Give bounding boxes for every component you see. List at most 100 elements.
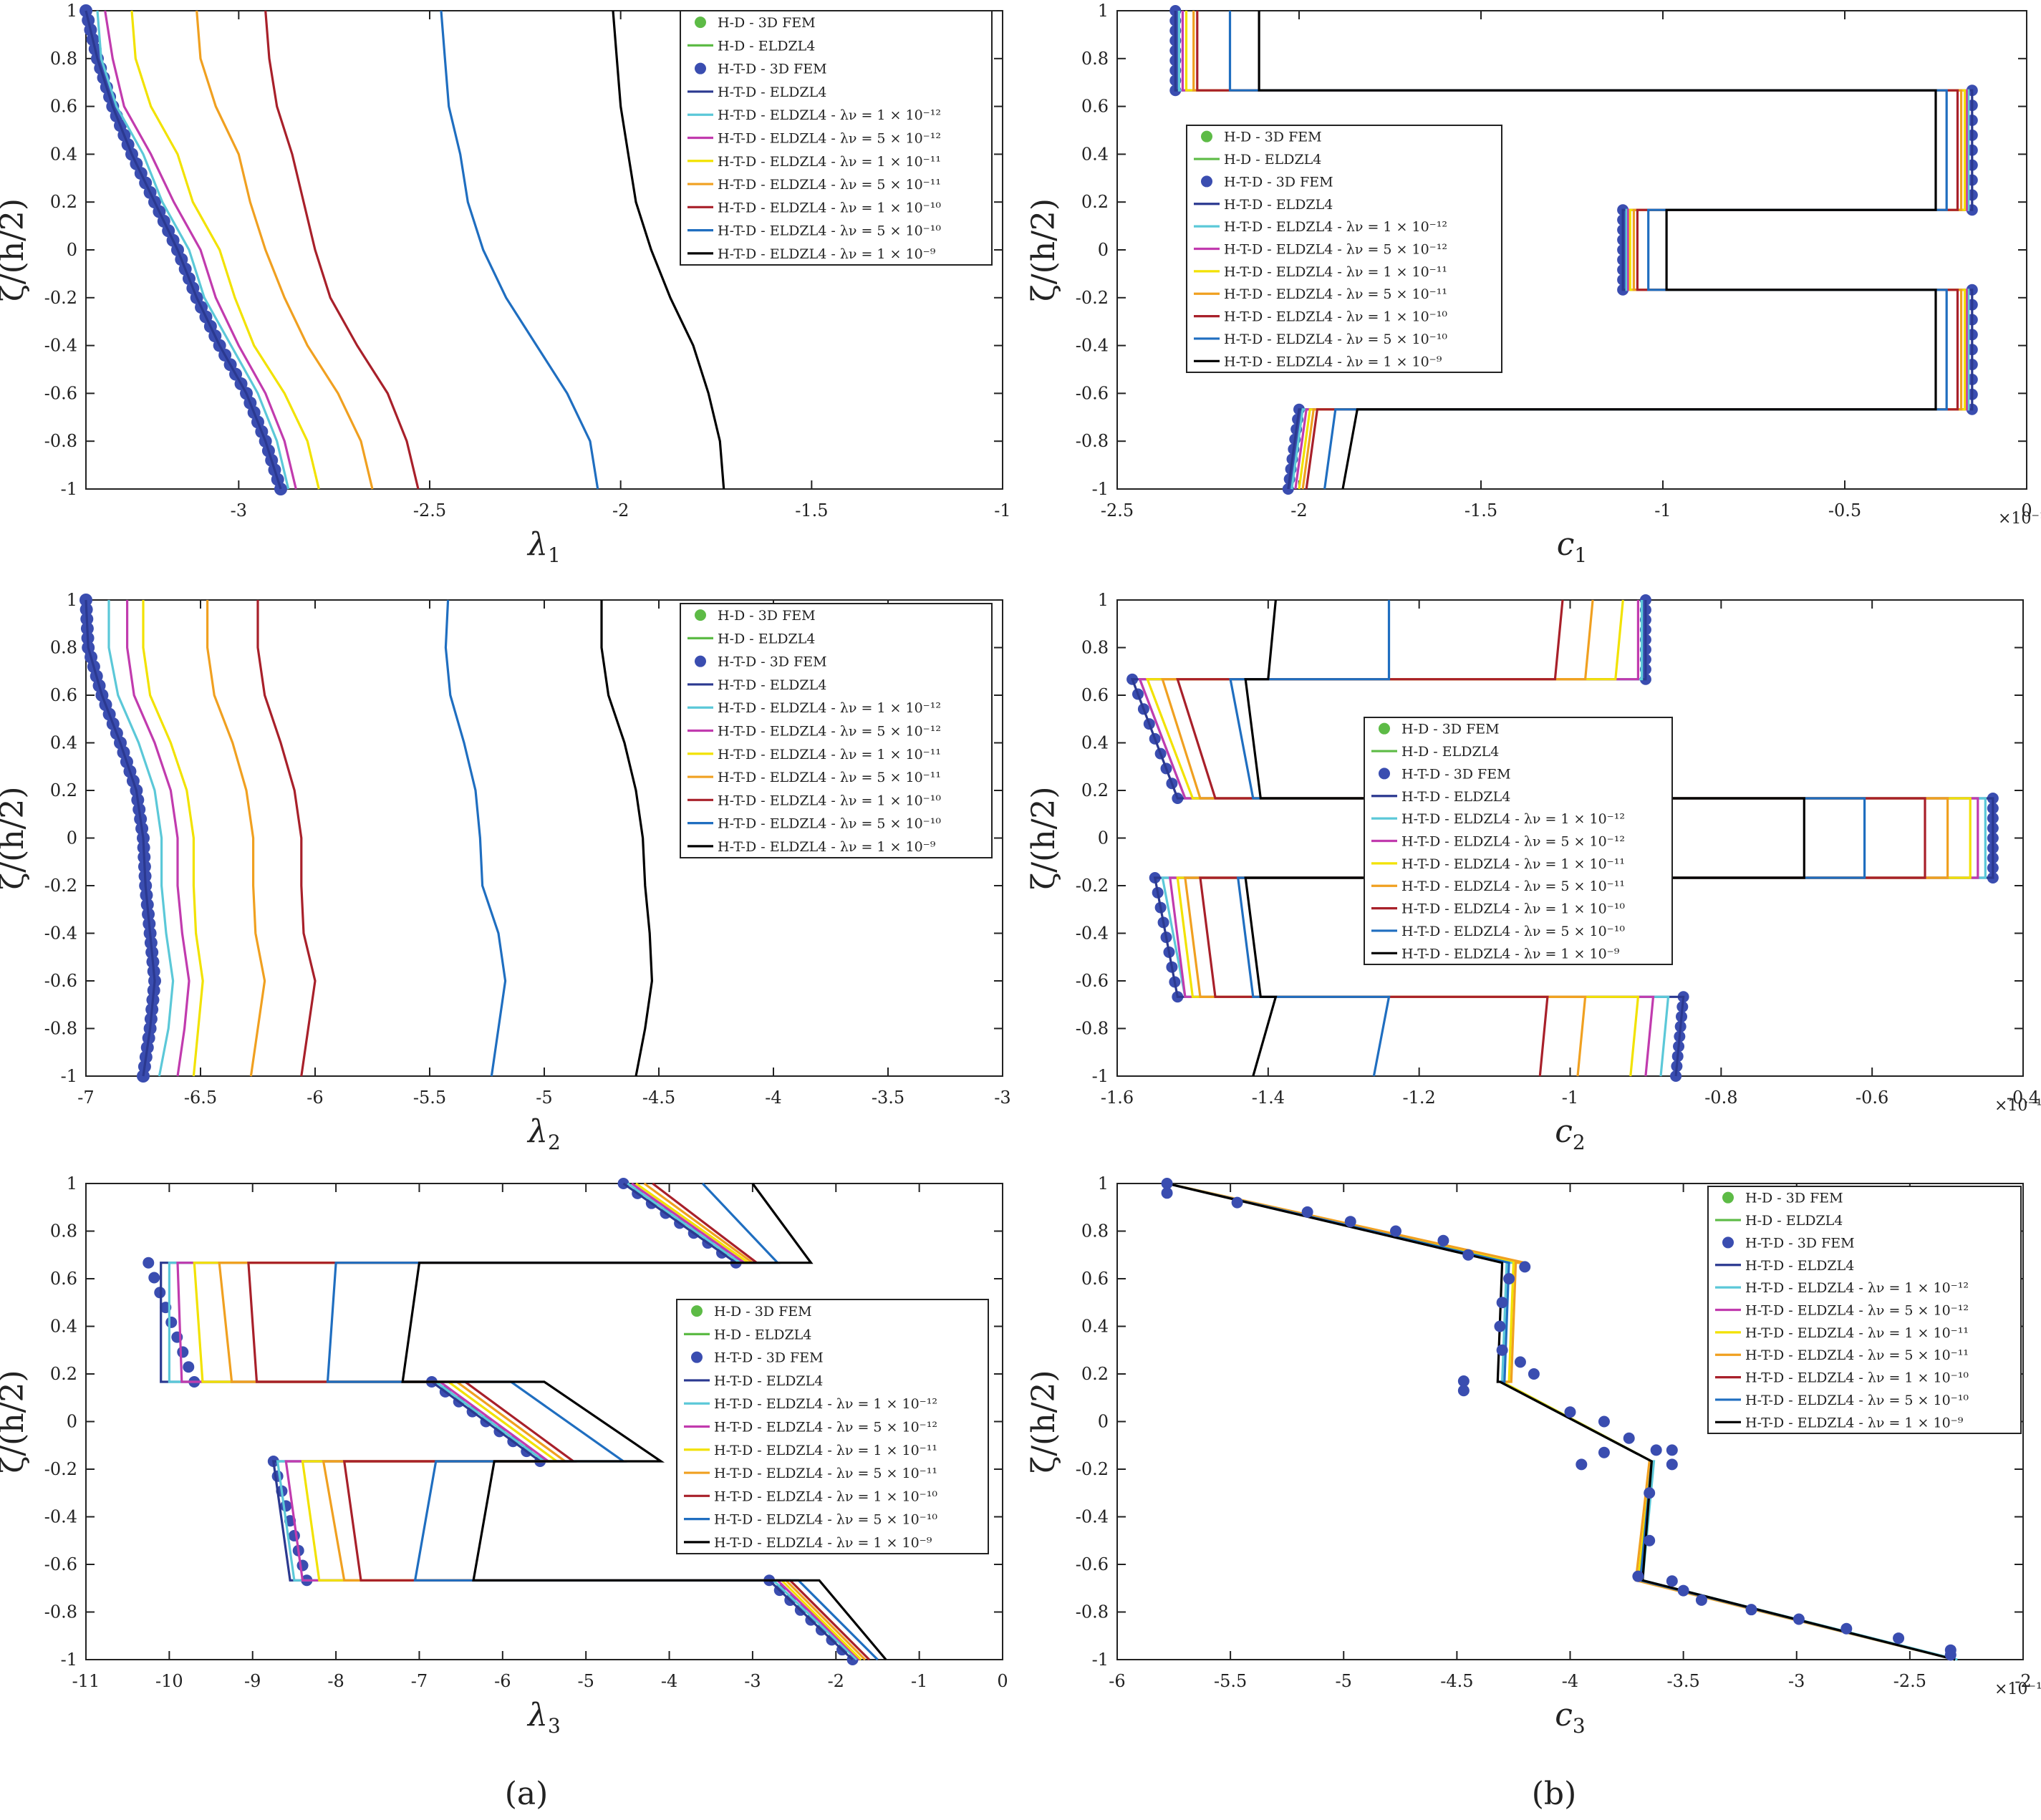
series-line [196, 10, 374, 490]
x-axis-label-subscript: 1 [548, 543, 561, 567]
x-tick-label: -2.5 [413, 500, 446, 521]
y-tick-label: 0.4 [50, 733, 77, 753]
y-tick-label: 0 [67, 240, 77, 260]
y-tick-label: 0.8 [1081, 638, 1109, 658]
chart-c2: -1.6 -1.4 -1.2 -1 -0.8 -0.6 -0.4 -1 -0.8 -0.6 -0.4… [1026, 590, 2041, 1154]
legend-label: H-T-D - ELDZL4 - λν = 1 × 10⁻¹¹ [1745, 1325, 1969, 1341]
y-axis-label: ζ/(h/2) [0, 1370, 31, 1473]
y-tick-label: 0.4 [50, 1317, 77, 1337]
fem-marker [1670, 1070, 1682, 1082]
legend-marker [1201, 130, 1212, 142]
x-tick-label: -2.5 [1101, 500, 1134, 521]
fem-marker [1792, 1613, 1805, 1625]
legend-marker [695, 16, 706, 29]
fem-marker [1745, 1604, 1757, 1616]
series-line [264, 10, 420, 490]
x-tick-label: -1.5 [1465, 500, 1497, 521]
x-tick-label: -4 [1562, 1671, 1578, 1691]
legend-label: H-T-D - ELDZL4 - λν = 1 × 10⁻¹¹ [714, 1443, 937, 1458]
y-tick-label: 0.6 [50, 97, 77, 117]
legend-label: H-T-D - 3D FEM [1224, 174, 1333, 190]
y-tick-label: -1 [1092, 1650, 1109, 1670]
legend-marker [695, 609, 706, 621]
legend-label: H-T-D - 3D FEM [1401, 766, 1511, 782]
y-tick-label: 1 [1098, 1, 1109, 21]
y-tick-label: 0.8 [1081, 49, 1109, 69]
fem-marker [1840, 1622, 1853, 1635]
legend-box [676, 1299, 989, 1554]
y-tick-label: -0.8 [44, 1019, 77, 1039]
x-tick-label: -10 [155, 1671, 183, 1691]
y-tick-label: -0.8 [1076, 1019, 1109, 1039]
legend-label: H-T-D - ELDZL4 - λν = 1 × 10⁻¹¹ [718, 747, 941, 763]
y-tick-label: 0.2 [1081, 192, 1109, 212]
x-axis-label: c2 [1555, 1113, 1585, 1154]
legend-label: H-T-D - ELDZL4 - λν = 1 × 10⁻¹² [714, 1396, 937, 1412]
x-tick-label: -6 [307, 1088, 323, 1108]
fem-marker [1528, 1368, 1540, 1380]
y-tick-label: 0.6 [1081, 1269, 1109, 1289]
y-tick-label: -0.2 [44, 1459, 77, 1479]
series-line [1258, 11, 1937, 490]
x-tick-label: -0.8 [1704, 1088, 1737, 1108]
legend-marker [691, 1351, 703, 1363]
legend-label: H-T-D - 3D FEM [718, 654, 827, 670]
x-tick-label: -3 [994, 1088, 1010, 1108]
legend-label: H-T-D - ELDZL4 - λν = 5 × 10⁻¹⁰ [718, 223, 941, 239]
legend-label: H-T-D - ELDZL4 - λν = 5 × 10⁻¹⁰ [1745, 1393, 1969, 1408]
legend-marker [1379, 722, 1390, 735]
legend-label: H-T-D - ELDZL4 [1745, 1258, 1854, 1274]
y-tick-label: 0.6 [1081, 97, 1109, 117]
x-axis-label-subscript: 3 [548, 1714, 561, 1738]
y-tick-label: 0.6 [50, 1269, 77, 1289]
y-tick-label: 1 [67, 1173, 77, 1194]
chart-c3: -6 -5.5 -5 -4.5 -4 -3.5 -3 -2.5 -2 -1 -0.8 -0.6 -0.4… [1026, 1173, 2041, 1738]
x-axis-label: c3 [1555, 1697, 1585, 1738]
fem-marker [1564, 1406, 1576, 1418]
legend-label: H-D - 3D FEM [1745, 1191, 1843, 1206]
fem-marker [1496, 1344, 1508, 1356]
legend-label: H-D - 3D FEM [718, 608, 816, 624]
legend-label: H-T-D - ELDZL4 - λν = 5 × 10⁻¹¹ [1224, 286, 1447, 302]
legend-label: H-T-D - ELDZL4 - λν = 5 × 10⁻¹¹ [718, 770, 941, 785]
legend-box [1707, 1186, 2022, 1434]
x-tick-label: -2 [828, 1671, 844, 1691]
legend-label: H-D - 3D FEM [718, 15, 816, 31]
y-tick-label: -0.2 [44, 288, 77, 308]
x-tick-label: -4.5 [642, 1088, 675, 1108]
fem-marker [1893, 1632, 1905, 1645]
y-tick-label: 0 [1098, 240, 1109, 260]
fem-marker [1644, 1534, 1656, 1546]
legend-label: H-T-D - ELDZL4 - λν = 5 × 10⁻¹⁰ [718, 816, 941, 832]
y-tick-label: 0.2 [50, 1364, 77, 1384]
y-tick-label: -0.8 [1076, 1602, 1109, 1622]
x-axis-exponent: ×10⁻¹³ [1994, 1680, 2041, 1698]
legend-label: H-T-D - ELDZL4 - λν = 5 × 10⁻¹¹ [714, 1466, 937, 1481]
legend-label: H-T-D - ELDZL4 - λν = 1 × 10⁻¹⁰ [1401, 901, 1625, 917]
y-tick-label: -0.2 [1076, 1459, 1109, 1479]
y-tick-label: 0.2 [1081, 1364, 1109, 1384]
y-tick-label: -0.4 [1076, 1507, 1109, 1527]
legend-label: H-T-D - ELDZL4 - λν = 1 × 10⁻¹⁰ [718, 793, 941, 808]
legend-label: H-T-D - ELDZL4 - λν = 1 × 10⁻¹¹ [718, 154, 941, 170]
x-tick-label: -2 [2015, 1671, 2031, 1691]
y-tick-label: -0.6 [44, 1554, 77, 1574]
series-line [600, 600, 654, 1077]
series-line [85, 10, 282, 490]
x-tick-label: -6.5 [184, 1088, 217, 1108]
legend-label: H-T-D - ELDZL4 - λν = 1 × 10⁻⁹ [1224, 354, 1442, 369]
series-line [126, 600, 190, 1077]
x-tick-label: -6 [494, 1671, 511, 1691]
y-tick-label: -0.8 [44, 1602, 77, 1622]
y-tick-label: 1 [1098, 590, 1109, 610]
fem-marker [1598, 1446, 1610, 1458]
y-tick-label: 0.8 [50, 1221, 77, 1241]
y-tick-label: 0.8 [1081, 1221, 1109, 1241]
x-tick-label: -1 [911, 1671, 927, 1691]
legend: H-D - 3D FEM H-D - ELDZL4 H-T-D - 3D FEM H-… [676, 1299, 989, 1554]
legend-label: H-D - ELDZL4 [1401, 744, 1499, 760]
y-tick-label: -1 [61, 1066, 77, 1086]
y-tick-label: -0.2 [1076, 876, 1109, 896]
fem-marker [1494, 1320, 1506, 1332]
